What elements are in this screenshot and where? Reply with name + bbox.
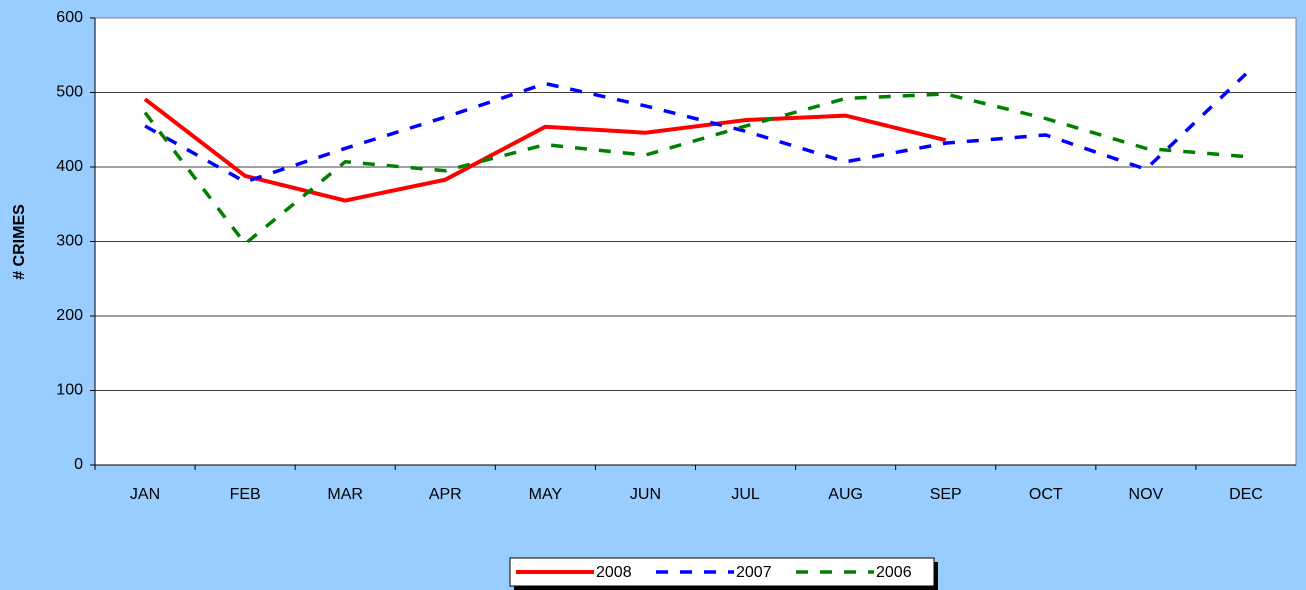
x-tick-label: JUN — [630, 486, 661, 503]
y-tick-label: 300 — [56, 233, 83, 250]
x-tick-label: NOV — [1129, 486, 1164, 503]
x-tick-label: FEB — [230, 486, 261, 503]
x-tick-label: MAY — [529, 486, 563, 503]
y-tick-label: 0 — [74, 456, 83, 473]
series-line — [144, 72, 1248, 184]
series-line — [143, 97, 947, 203]
x-tick-label: JAN — [130, 486, 160, 503]
x-tick-label: SEP — [930, 486, 962, 503]
legend-label: 2008 — [596, 564, 632, 581]
y-axis-label: # CRIMES — [11, 204, 28, 280]
y-tick-label: 100 — [56, 382, 83, 399]
x-tick-label: MAR — [327, 486, 363, 503]
x-tick-label: AUG — [828, 486, 863, 503]
y-tick-label: 600 — [56, 9, 83, 26]
y-tick-label: 400 — [56, 158, 83, 175]
y-tick-label: 500 — [56, 84, 83, 101]
y-tick-label: 200 — [56, 307, 83, 324]
x-tick-label: OCT — [1029, 486, 1063, 503]
legend-label: 2007 — [736, 564, 772, 581]
x-tick-label: DEC — [1229, 486, 1263, 503]
x-tick-label: JUL — [731, 486, 760, 503]
legend-label: 2006 — [876, 564, 912, 581]
series-line — [143, 92, 1247, 247]
x-tick-label: APR — [429, 486, 462, 503]
